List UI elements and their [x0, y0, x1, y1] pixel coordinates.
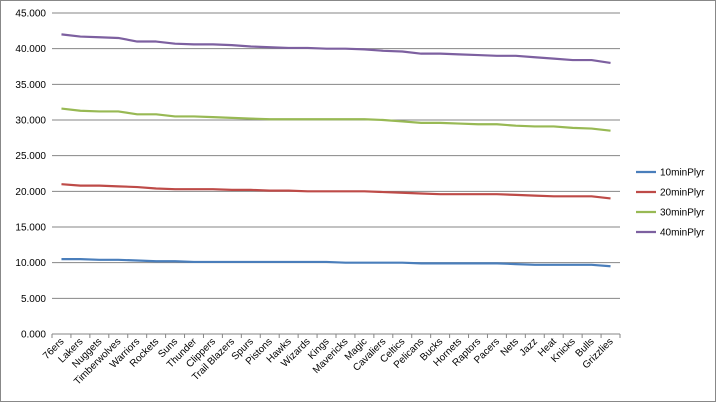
y-tick-label: 35.000 [15, 80, 46, 91]
y-tick-label: 10.000 [15, 258, 46, 269]
y-tick-label: 15.000 [15, 223, 46, 234]
line-series [61, 183, 611, 200]
y-tick-label: 25.000 [15, 151, 46, 162]
y-tick-label: 5.000 [21, 294, 46, 305]
legend-label: 20minPlyr [660, 188, 705, 199]
legend-label: 40minPlyr [660, 228, 705, 239]
line-series [61, 258, 611, 268]
y-tick-label: 0.000 [21, 330, 46, 341]
legend-label: 30minPlyr [660, 208, 705, 219]
y-tick-label: 30.000 [15, 116, 46, 127]
y-tick-label: 45.000 [15, 9, 46, 20]
y-tick-label: 20.000 [15, 187, 46, 198]
line-series [61, 107, 611, 132]
y-tick-label: 40.000 [15, 44, 46, 55]
legend-label: 10minPlyr [660, 168, 705, 179]
line-series [61, 33, 611, 65]
